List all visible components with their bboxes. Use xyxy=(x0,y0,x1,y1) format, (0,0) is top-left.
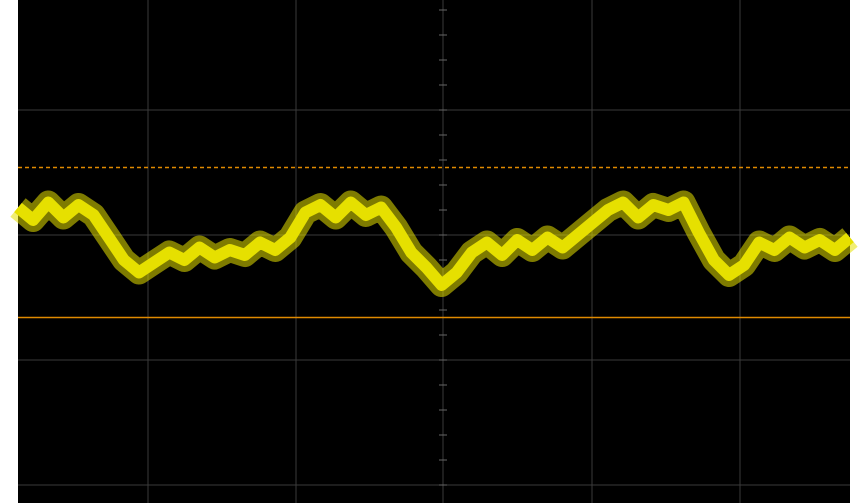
screen-background xyxy=(18,0,850,503)
waveform-trace xyxy=(14,196,854,291)
